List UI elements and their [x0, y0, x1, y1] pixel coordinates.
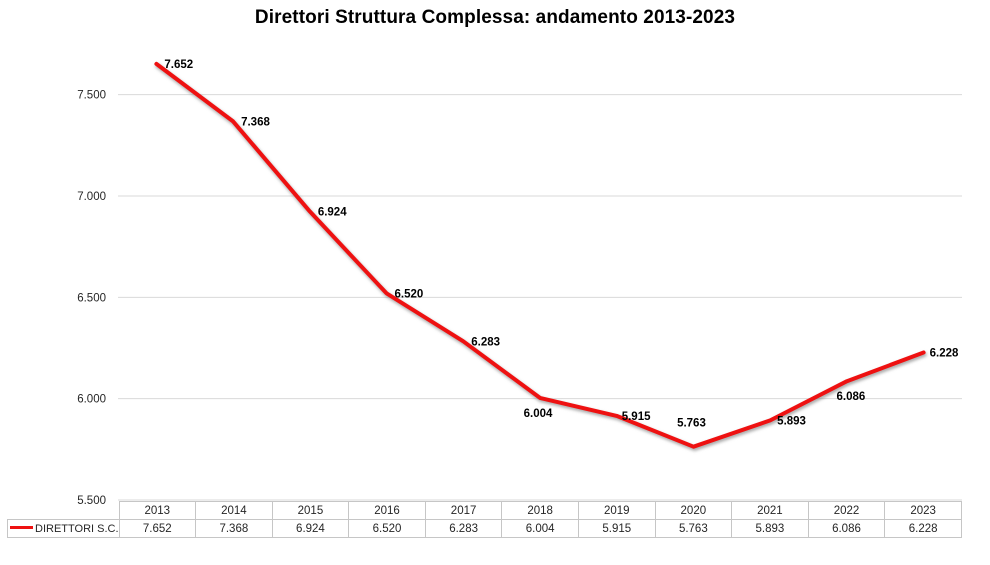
- year-cell: 2015: [271, 501, 350, 520]
- year-cell: 2018: [501, 501, 579, 520]
- years-row: 2013 2014 2015 2016 2017 2018 2019 2020 2021 2022…: [8, 501, 962, 520]
- data-label: 5.763: [677, 418, 706, 430]
- year-cell: 2020: [654, 501, 733, 520]
- value-cell: 5.893: [731, 519, 809, 538]
- value-cell: 5.915: [577, 519, 656, 538]
- year-cell: 2019: [577, 501, 656, 520]
- legend-cell: DIRETTORI S.C.: [7, 519, 120, 538]
- year-cell: 2022: [807, 501, 886, 520]
- table-corner-blank: [8, 502, 120, 520]
- data-label: 6.004: [524, 408, 553, 420]
- data-label: 7.652: [164, 59, 193, 71]
- value-cell: 6.283: [424, 519, 503, 538]
- data-label: 7.368: [241, 116, 270, 128]
- series-line-swatch: [10, 525, 33, 529]
- y-axis-tick-label: 6.000: [77, 394, 106, 406]
- y-axis-tick-label: 7.000: [77, 191, 106, 203]
- y-axis-tick-label: 5.500: [77, 495, 106, 507]
- chart-title: Direttori Struttura Complessa: andamento…: [254, 7, 736, 28]
- y-axis-tick-label: 6.500: [77, 292, 106, 304]
- legend-series-label: DIRETTORI S.C.: [35, 522, 119, 535]
- values-row: DIRETTORI S.C. 7.652 7.368 6.924 6.520 6.283…: [7, 519, 962, 538]
- value-cell: 7.368: [195, 519, 273, 538]
- year-cell: 2013: [118, 501, 197, 520]
- y-axis-tick-label: 7.500: [77, 90, 106, 102]
- year-cell: 2017: [424, 501, 503, 520]
- value-cell: 7.652: [118, 519, 197, 538]
- data-label: 6.520: [395, 288, 424, 300]
- data-label: 6.283: [471, 336, 500, 348]
- year-cell: 2021: [731, 501, 809, 520]
- data-label: 5.915: [622, 411, 651, 423]
- year-cell: 2014: [195, 501, 273, 520]
- year-cell: 2016: [348, 501, 426, 520]
- year-cell: 2023: [884, 501, 962, 520]
- series-line-direttori-sc: [154, 61, 926, 449]
- value-cell: 5.763: [654, 519, 733, 538]
- data-label: 6.924: [318, 206, 347, 218]
- value-cell: 6.004: [501, 519, 579, 538]
- data-label: 5.893: [777, 415, 806, 427]
- value-cell: 6.086: [807, 519, 886, 538]
- chart-data-table: 2013 2014 2015 2016 2017 2018 2019 2020 2021 2022…: [7, 501, 962, 538]
- value-cell: 6.924: [271, 519, 350, 538]
- data-label: 6.228: [930, 347, 959, 359]
- value-cell: 6.228: [884, 519, 962, 538]
- data-label: 6.086: [837, 391, 866, 403]
- value-cell: 6.520: [348, 519, 426, 538]
